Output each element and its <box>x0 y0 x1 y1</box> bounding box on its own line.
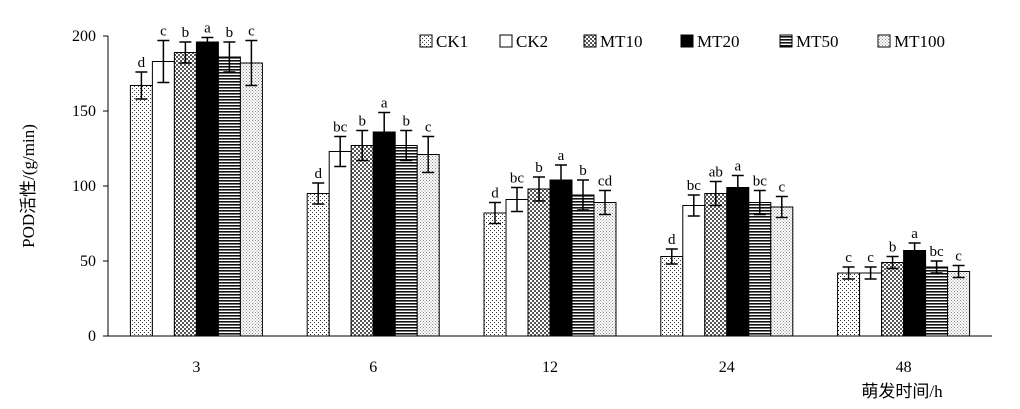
significance-label: a <box>911 226 918 242</box>
y-tick-label: 200 <box>72 28 96 45</box>
bar-mt50 <box>394 145 418 337</box>
y-tick-label: 50 <box>80 253 96 270</box>
error-bars <box>135 36 965 280</box>
significance-label: a <box>734 159 741 175</box>
bar-mt10 <box>704 193 728 337</box>
bar-ck1 <box>129 85 153 337</box>
significance-label: a <box>204 21 211 37</box>
significance-label: b <box>358 114 366 130</box>
bar-mt10 <box>527 188 551 337</box>
bar-ck2 <box>505 199 529 337</box>
significance-label: b <box>535 160 543 176</box>
significance-label: bc <box>333 120 348 136</box>
significance-label: d <box>314 166 322 182</box>
legend-swatch-mt20 <box>680 34 694 48</box>
bar-mt20 <box>726 187 750 337</box>
legend-swatch-ck2 <box>499 34 513 48</box>
x-tick-label: 6 <box>369 359 377 376</box>
significance-label: b <box>182 25 190 41</box>
bar-ck2 <box>859 272 883 337</box>
y-tick-label: 100 <box>72 178 96 195</box>
bar-mt10 <box>173 52 197 337</box>
y-tick-label: 150 <box>72 103 96 120</box>
x-tick-label: 24 <box>719 359 735 376</box>
bar-mt100 <box>239 62 263 337</box>
significance-label: c <box>955 249 962 265</box>
x-ticks: 3 6 12 24 48 <box>192 359 911 376</box>
bar-mt100 <box>416 154 440 337</box>
bar-ck1 <box>837 272 861 337</box>
legend-swatch-ck1 <box>419 34 433 48</box>
bar-ck2 <box>151 61 175 337</box>
bar-mt10 <box>350 145 374 337</box>
legend-label-ck1: CK1 <box>436 32 468 51</box>
significance-label: cd <box>598 174 613 190</box>
significance-label: bc <box>753 174 768 190</box>
legend: CK1 CK2 MT10 MT20 MT50 MT100 <box>419 32 945 51</box>
y-axis-title: POD活性/(g/min) <box>19 124 38 248</box>
significance-label: d <box>491 186 499 202</box>
significance-label: a <box>381 96 388 112</box>
significance-label: bc <box>510 171 525 187</box>
y-tick-label: 0 <box>88 328 96 345</box>
legend-swatch-mt50 <box>779 34 793 48</box>
bar-mt50 <box>217 56 241 337</box>
bar-ck1 <box>660 256 684 337</box>
significance-label: c <box>867 250 874 266</box>
significance-label: b <box>226 25 234 41</box>
significance-label: c <box>160 24 167 40</box>
bar-ck1 <box>306 193 330 337</box>
bars <box>129 41 971 337</box>
bar-mt50 <box>748 202 772 337</box>
bar-mt100 <box>770 206 794 337</box>
bar-ck2 <box>682 205 706 337</box>
x-tick-label: 12 <box>542 359 558 376</box>
x-tick-label: 3 <box>192 359 200 376</box>
bar-mt20 <box>903 250 927 337</box>
significance-label: d <box>668 232 676 248</box>
significance-label: d <box>138 55 146 71</box>
x-tick-label: 48 <box>896 359 912 376</box>
significance-label: bc <box>687 178 702 194</box>
bar-mt50 <box>925 266 949 337</box>
x-axis-title: 萌发时间/h <box>861 382 943 401</box>
bar-mt20 <box>372 131 396 337</box>
significance-label: ab <box>709 165 723 181</box>
significance-label: c <box>425 120 432 136</box>
bar-mt100 <box>947 271 971 337</box>
bar-mt20 <box>549 179 573 337</box>
legend-label-ck2: CK2 <box>516 32 548 51</box>
significance-label: b <box>579 163 587 179</box>
significance-label: b <box>889 240 897 256</box>
y-ticks: 0 50 100 150 200 <box>72 28 108 345</box>
legend-label-mt100: MT100 <box>894 32 945 51</box>
bar-mt20 <box>195 41 219 337</box>
bar-mt10 <box>881 262 905 337</box>
bar-ck1 <box>483 212 507 337</box>
bar-mt50 <box>571 194 595 337</box>
bar-mt100 <box>593 202 617 337</box>
significance-label: c <box>248 24 255 40</box>
significance-label: b <box>402 114 410 130</box>
legend-swatch-mt10 <box>583 34 597 48</box>
significance-label: c <box>845 250 852 266</box>
legend-swatch-mt100 <box>877 34 891 48</box>
significance-label: c <box>778 180 785 196</box>
significance-label: a <box>558 148 565 164</box>
significance-label: bc <box>930 244 945 260</box>
legend-label-mt20: MT20 <box>697 32 740 51</box>
bar-ck2 <box>328 151 352 337</box>
legend-label-mt10: MT10 <box>600 32 643 51</box>
legend-label-mt50: MT50 <box>796 32 839 51</box>
